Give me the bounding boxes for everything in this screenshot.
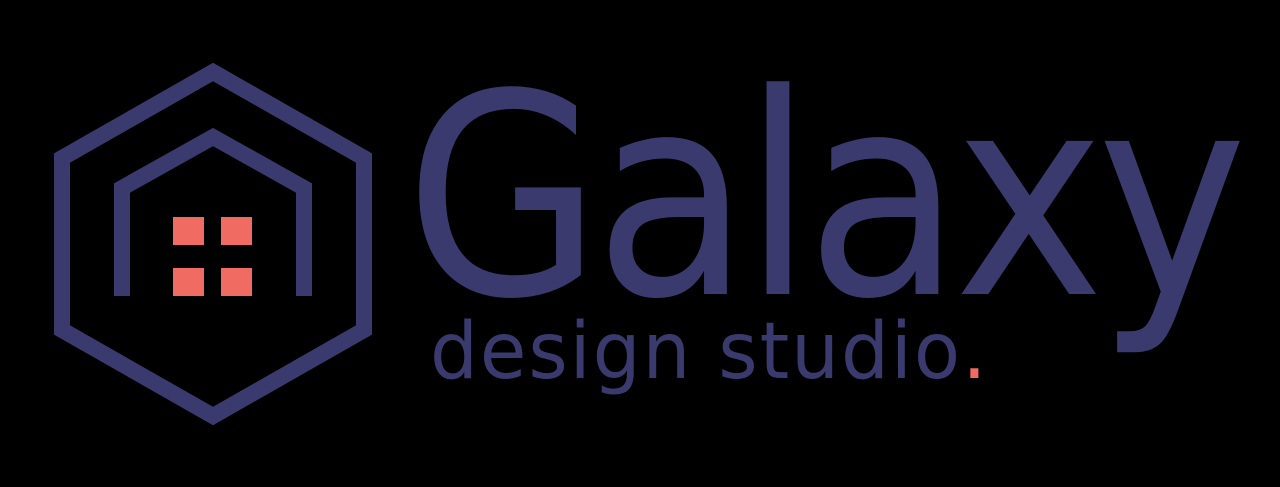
window-pane xyxy=(173,268,204,296)
window-icon xyxy=(173,217,252,296)
brand-name: Galaxy xyxy=(405,35,1240,361)
window-pane xyxy=(221,268,252,296)
hexagon-house-icon xyxy=(54,62,372,426)
window-pane xyxy=(221,217,252,245)
tagline: design studio xyxy=(430,307,962,397)
hexagon-outline xyxy=(54,62,372,426)
window-pane xyxy=(173,217,204,245)
house-outline xyxy=(114,127,312,296)
tagline-dot: . xyxy=(962,307,987,397)
